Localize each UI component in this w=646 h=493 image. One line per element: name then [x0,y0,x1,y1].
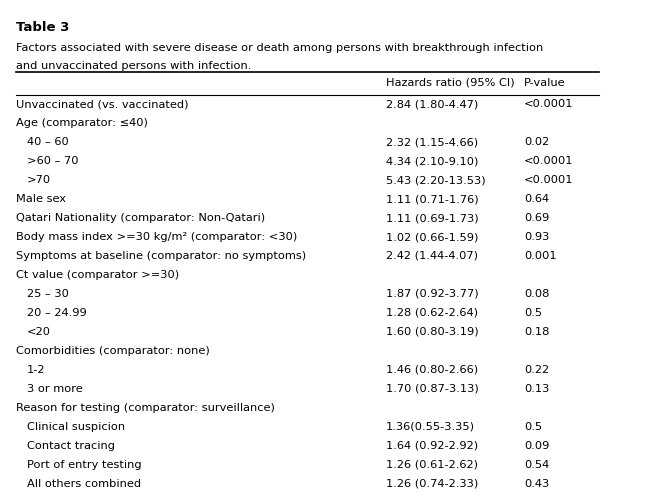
Text: 20 – 24.99: 20 – 24.99 [27,308,87,318]
Text: 3 or more: 3 or more [27,384,83,394]
Text: <0.0001: <0.0001 [524,99,574,109]
Text: 1.02 (0.66-1.59): 1.02 (0.66-1.59) [386,232,478,242]
Text: <0.0001: <0.0001 [524,156,574,166]
Text: 0.43: 0.43 [524,479,549,489]
Text: >70: >70 [27,175,51,185]
Text: and unvaccinated persons with infection.: and unvaccinated persons with infection. [16,61,251,71]
Text: 1.26 (0.74-2.33): 1.26 (0.74-2.33) [386,479,478,489]
Text: Table 3: Table 3 [16,21,70,34]
Text: 0.02: 0.02 [524,137,549,147]
Text: Body mass index >=30 kg/m² (comparator: <30): Body mass index >=30 kg/m² (comparator: … [16,232,297,242]
Text: 1.11 (0.71-1.76): 1.11 (0.71-1.76) [386,194,479,204]
Text: Reason for testing (comparator: surveillance): Reason for testing (comparator: surveill… [16,403,275,413]
Text: 40 – 60: 40 – 60 [27,137,68,147]
Text: 0.5: 0.5 [524,308,542,318]
Text: Symptoms at baseline (comparator: no symptoms): Symptoms at baseline (comparator: no sym… [16,251,306,261]
Text: 1.70 (0.87-3.13): 1.70 (0.87-3.13) [386,384,479,394]
Text: 1.28 (0.62-2.64): 1.28 (0.62-2.64) [386,308,478,318]
Text: Comorbidities (comparator: none): Comorbidities (comparator: none) [16,346,210,356]
Text: 1.64 (0.92-2.92): 1.64 (0.92-2.92) [386,441,478,451]
Text: 0.5: 0.5 [524,422,542,432]
Text: 1.87 (0.92-3.77): 1.87 (0.92-3.77) [386,289,479,299]
Text: 2.84 (1.80-4.47): 2.84 (1.80-4.47) [386,99,478,109]
Text: 0.54: 0.54 [524,460,549,470]
Text: <0.0001: <0.0001 [524,175,574,185]
Text: 1-2: 1-2 [27,365,45,375]
Text: 1.26 (0.61-2.62): 1.26 (0.61-2.62) [386,460,478,470]
Text: Hazards ratio (95% CI): Hazards ratio (95% CI) [386,78,514,88]
Text: 0.13: 0.13 [524,384,550,394]
Text: 2.32 (1.15-4.66): 2.32 (1.15-4.66) [386,137,478,147]
Text: 1.60 (0.80-3.19): 1.60 (0.80-3.19) [386,327,479,337]
Text: 0.69: 0.69 [524,213,549,223]
Text: Factors associated with severe disease or death among persons with breakthrough : Factors associated with severe disease o… [16,43,543,53]
Text: <20: <20 [27,327,51,337]
Text: Male sex: Male sex [16,194,66,204]
Text: 0.18: 0.18 [524,327,550,337]
Text: 0.09: 0.09 [524,441,550,451]
Text: Qatari Nationality (comparator: Non-Qatari): Qatari Nationality (comparator: Non-Qata… [16,213,266,223]
Text: 0.64: 0.64 [524,194,549,204]
Text: 2.42 (1.44-4.07): 2.42 (1.44-4.07) [386,251,478,261]
Text: 25 – 30: 25 – 30 [27,289,69,299]
Text: 4.34 (2.10-9.10): 4.34 (2.10-9.10) [386,156,478,166]
Text: 5.43 (2.20-13.53): 5.43 (2.20-13.53) [386,175,485,185]
Text: Clinical suspicion: Clinical suspicion [27,422,125,432]
Text: Ct value (comparator >=30): Ct value (comparator >=30) [16,270,180,280]
Text: Contact tracing: Contact tracing [27,441,115,451]
Text: Unvaccinated (vs. vaccinated): Unvaccinated (vs. vaccinated) [16,99,189,109]
Text: Port of entry testing: Port of entry testing [27,460,141,470]
Text: 1.46 (0.80-2.66): 1.46 (0.80-2.66) [386,365,478,375]
Text: All others combined: All others combined [27,479,141,489]
Text: P-value: P-value [524,78,566,88]
Text: 1.11 (0.69-1.73): 1.11 (0.69-1.73) [386,213,479,223]
Text: 0.93: 0.93 [524,232,550,242]
Text: 0.08: 0.08 [524,289,550,299]
Text: 0.22: 0.22 [524,365,549,375]
Text: 0.001: 0.001 [524,251,557,261]
Text: Age (comparator: ≤40): Age (comparator: ≤40) [16,118,148,128]
Text: 1.36(0.55-3.35): 1.36(0.55-3.35) [386,422,475,432]
Text: >60 – 70: >60 – 70 [27,156,79,166]
